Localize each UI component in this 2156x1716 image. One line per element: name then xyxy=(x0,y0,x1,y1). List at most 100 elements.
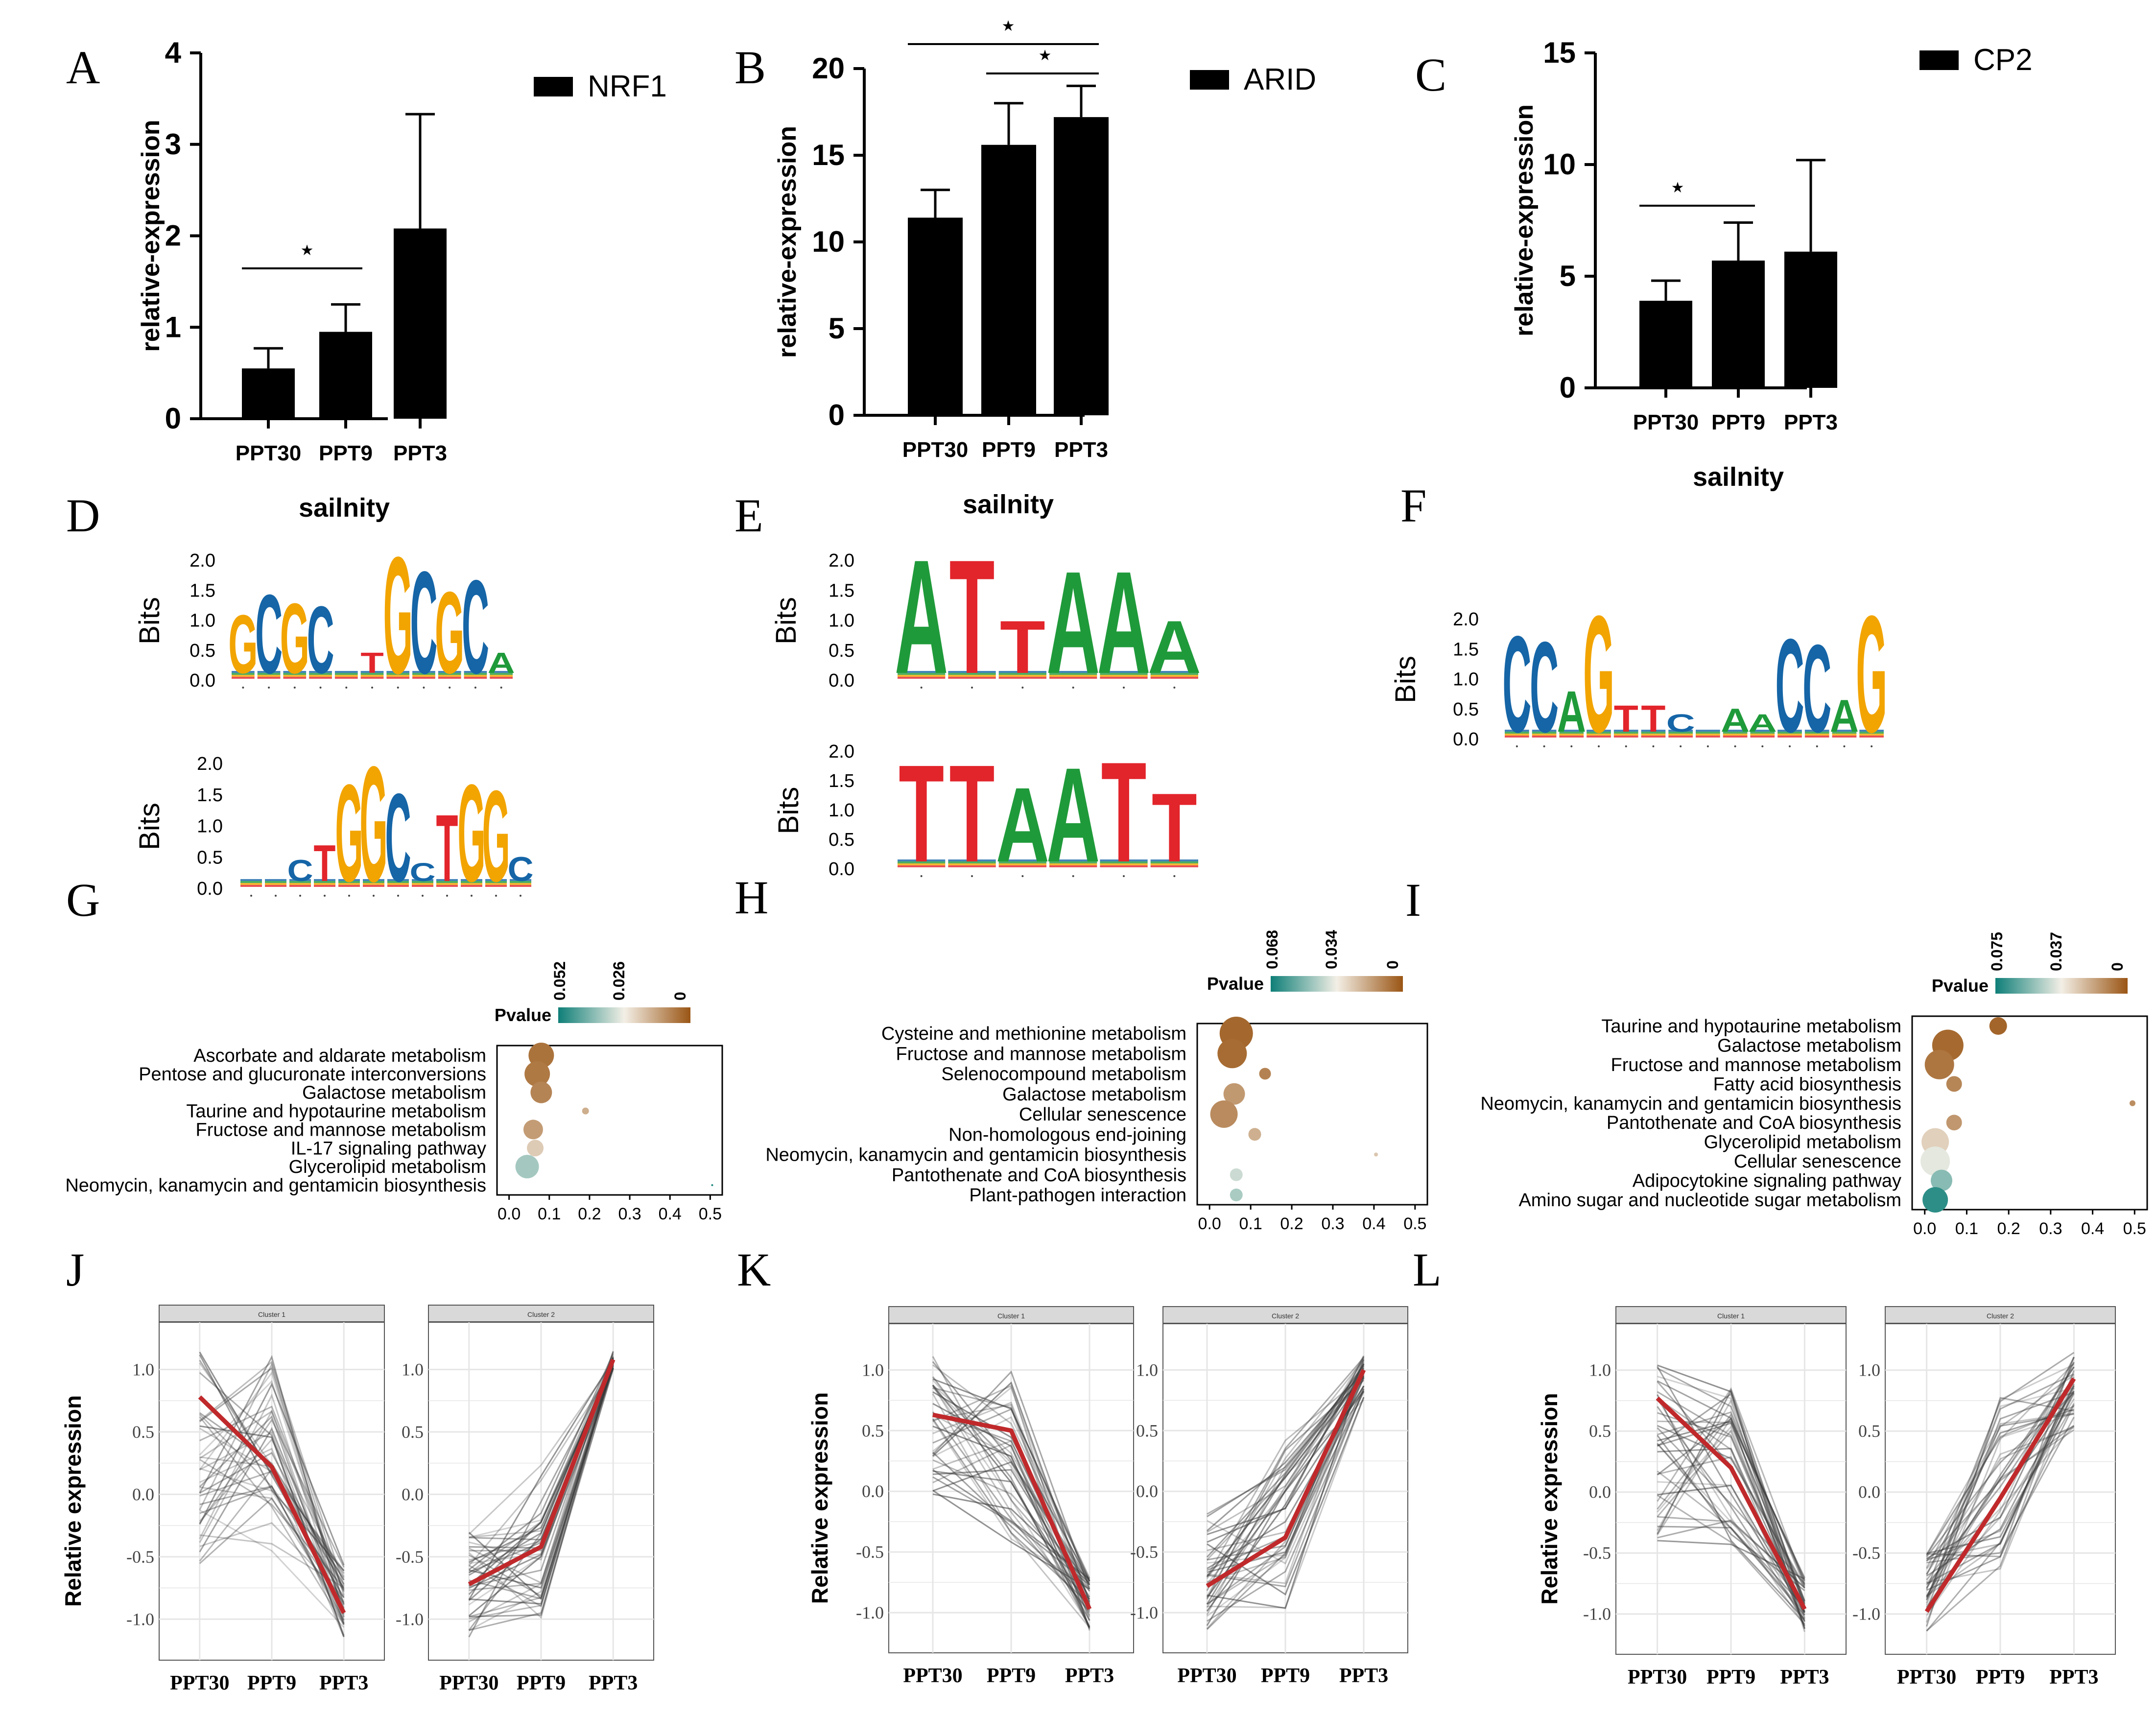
gene-trajectory xyxy=(199,1425,345,1637)
cluster-facet-1: Cluster 1 1.0 0.5 0.0 -0.5 -1.0 PPT30 PPT9 PPT3 xyxy=(1583,1306,1847,1689)
pathway-dot xyxy=(582,1107,589,1115)
pathway-dot xyxy=(1989,1017,2007,1035)
y-tick-label: 0.0 xyxy=(1858,1482,1880,1502)
motif-noise xyxy=(1777,734,1802,736)
cluster-panel-k: Relative expression Cluster 1 1.0 0.5 0.0 -0.… xyxy=(807,1306,1408,1687)
cluster-panel-l: Relative expression Cluster 1 1.0 0.5 0.0 -0.… xyxy=(1537,1306,2116,1689)
x-axis-label: sailnity xyxy=(299,493,390,523)
motif-noise xyxy=(1150,675,1198,677)
motif-noise xyxy=(1505,736,1529,738)
motif-noise xyxy=(1723,730,1748,732)
motif-letter-a: A xyxy=(1830,690,1859,741)
bar-ppt9 xyxy=(319,332,372,419)
y-axis-label: relative-expression xyxy=(137,119,165,352)
panel-letter-k: K xyxy=(737,1243,771,1296)
cluster-mean-line xyxy=(1206,1369,1366,1588)
motif-noise xyxy=(1049,863,1097,865)
plot-frame xyxy=(1196,1023,1428,1206)
panel-letter-a: A xyxy=(66,41,100,94)
y-tick-label: 0.5 xyxy=(132,1422,154,1442)
gene-trajectory xyxy=(1657,1494,1805,1625)
pathway-dot xyxy=(1924,1049,1954,1079)
pathway-dot xyxy=(524,1061,550,1087)
gene-trajectory xyxy=(1926,1417,2075,1564)
pvalue-legend-tick: 0.075 xyxy=(1988,932,2006,971)
y-tick-label: 0.5 xyxy=(1858,1421,1880,1441)
x-axis-label: sailnity xyxy=(963,490,1054,519)
x-tick-label: PPT3 xyxy=(1065,1665,1114,1687)
motif-letter-a: A xyxy=(1147,605,1201,689)
x-tick-label: PPT30 xyxy=(1628,1666,1687,1689)
motif-noise xyxy=(412,675,435,677)
pathway-dot xyxy=(1230,1168,1243,1181)
y-tick-label: 0.0 xyxy=(829,859,854,880)
motif-noise xyxy=(257,671,281,673)
facet-title: Cluster 2 xyxy=(1272,1312,1299,1320)
motif-noise xyxy=(1559,732,1584,734)
gene-trajectory xyxy=(199,1522,345,1598)
motif-letter-t: T xyxy=(436,795,458,902)
gene-trajectory xyxy=(468,1362,614,1638)
position-tick xyxy=(1072,875,1074,877)
pathway-dot xyxy=(1946,1115,1962,1131)
position-tick xyxy=(500,687,502,689)
gene-trajectory xyxy=(469,1360,614,1622)
position-tick xyxy=(474,687,476,689)
gene-trajectory xyxy=(1926,1429,2075,1600)
motif-noise xyxy=(510,885,531,887)
gene-trajectory xyxy=(199,1509,345,1628)
position-tick xyxy=(1625,745,1627,747)
y-tick-label: 5 xyxy=(829,312,845,345)
motif-noise xyxy=(436,885,458,887)
motif-noise xyxy=(1804,730,1829,732)
pathway-dot xyxy=(1374,1152,1378,1157)
motif-noise xyxy=(898,673,946,675)
motif-noise xyxy=(309,673,332,675)
motif-noise xyxy=(490,677,513,679)
y-tick-label: 4 xyxy=(165,36,182,69)
gene-trajectory xyxy=(1657,1406,1805,1622)
motif-noise xyxy=(1750,736,1775,738)
position-tick xyxy=(520,895,521,897)
y-tick-label: 0.0 xyxy=(1136,1481,1158,1501)
motif-noise xyxy=(464,677,487,679)
motif-noise xyxy=(412,881,433,883)
gene-trajectory xyxy=(1926,1357,2075,1591)
motif-letter-g: G xyxy=(457,756,485,910)
y-tick-label: 0.0 xyxy=(1453,729,1479,750)
pathway-dot xyxy=(1946,1076,1962,1092)
pvalue-legend-tick: 0.034 xyxy=(1323,930,1340,969)
motif-letter-a: A xyxy=(1721,702,1750,739)
gene-trajectory xyxy=(469,1364,614,1600)
motif-noise xyxy=(464,673,487,675)
gene-trajectory xyxy=(1657,1443,1805,1616)
motif-noise xyxy=(363,883,384,885)
motif-noise xyxy=(1587,730,1611,732)
x-tick-label: PPT30 xyxy=(902,438,969,462)
gene-trajectory xyxy=(199,1352,345,1598)
y-tick-label: 0.5 xyxy=(197,847,223,868)
position-tick xyxy=(1816,745,1818,747)
motif-noise xyxy=(338,883,360,885)
pathway-label: Taurine and hypotaurine metabolism xyxy=(1601,1016,1901,1037)
position-tick xyxy=(1843,745,1846,747)
bar-ppt3 xyxy=(1784,251,1837,388)
motif-noise xyxy=(1832,736,1857,738)
motif-noise xyxy=(1804,732,1829,734)
gene-trajectory xyxy=(199,1486,345,1615)
position-tick xyxy=(324,895,326,897)
motif-noise xyxy=(338,885,360,887)
pathway-dot xyxy=(1920,1146,1950,1176)
motif-noise xyxy=(1859,732,1884,734)
gene-trajectory xyxy=(932,1364,1090,1586)
bar-chart-a: 0 1 2 3 4 PPT30 PPT9 PPT3 ⋆ relative-expression sa… xyxy=(137,36,667,523)
gene-trajectory xyxy=(1657,1435,1805,1591)
motif-noise xyxy=(1696,734,1720,736)
motif-noise xyxy=(1750,734,1775,736)
gene-trajectory xyxy=(1657,1411,1805,1586)
pathway-dot xyxy=(530,1081,552,1103)
gene-trajectory xyxy=(199,1371,345,1611)
motif-letter-t: T xyxy=(1641,697,1665,739)
motif-noise xyxy=(1049,673,1097,675)
